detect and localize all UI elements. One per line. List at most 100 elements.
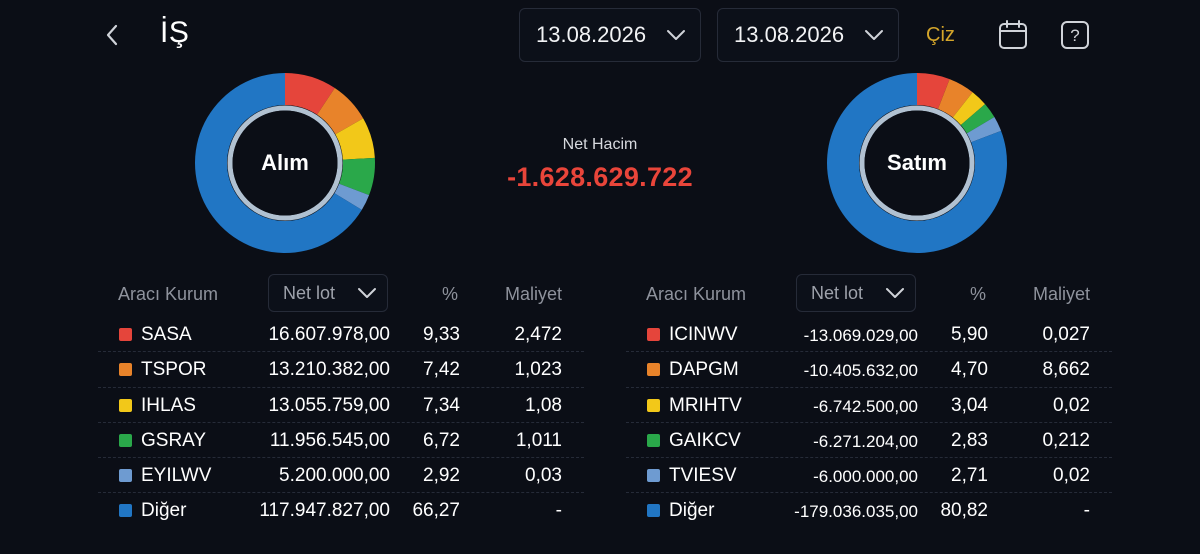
- percent: 2,92: [423, 465, 460, 487]
- chevron-left-icon: [106, 24, 118, 46]
- percent: 3,04: [951, 394, 988, 416]
- broker-name: Diğer: [141, 500, 187, 522]
- buy-inner-ring: [227, 105, 343, 221]
- net-lot: -6.271.204,00: [813, 431, 918, 451]
- table-row[interactable]: SASA 16.607.978,00 9,33 2,472: [98, 317, 584, 353]
- broker-name: TSPOR: [141, 359, 207, 381]
- netlot-select-value: Net lot: [811, 282, 864, 303]
- broker-column-header: Aracı Kurum: [646, 284, 747, 304]
- end-date-value: 13.08.2026: [734, 22, 845, 47]
- percent: 4,70: [951, 359, 988, 381]
- broker-name: EYILWV: [141, 465, 212, 487]
- net-volume: Net Hacim -1.628.629.722: [440, 136, 760, 193]
- cost: -: [555, 500, 562, 522]
- net-volume-label: Net Hacim: [562, 136, 638, 153]
- sell-table-rows: ICINWV -13.069.029,00 5,90 0,027 DAPGM -10.4…: [626, 317, 1112, 529]
- sell-donut-label: Satım: [887, 150, 947, 175]
- broker-name: IHLAS: [141, 394, 196, 416]
- cost: 2,472: [514, 324, 562, 345]
- table-row[interactable]: Diğer -179.036.035,00 80,82 -: [626, 493, 1112, 528]
- buy-table-rows: SASA 16.607.978,00 9,33 2,472 TSPOR 13.210.3…: [98, 317, 584, 529]
- table-row[interactable]: MRIHTV -6.742.500,00 3,04 0,02: [626, 388, 1112, 423]
- buy-donut-hole: [232, 110, 338, 216]
- net-lot: -6.000.000,00: [813, 467, 918, 487]
- cost: -: [1083, 500, 1090, 522]
- net-lot: 117.947.827,00: [259, 500, 390, 522]
- percent: 6,72: [423, 429, 460, 451]
- cost: 1,011: [515, 429, 562, 451]
- sell-slice: [952, 92, 986, 126]
- color-swatch: [647, 469, 660, 483]
- help-button[interactable]: ?: [1058, 18, 1092, 52]
- buy-slice: [339, 157, 375, 196]
- table-row[interactable]: ICINWV -13.069.029,00 5,90 0,027: [626, 317, 1112, 353]
- broker-name: GAIKCV: [669, 429, 741, 451]
- table-row[interactable]: TVIESV -6.000.000,00 2,71 0,02: [626, 458, 1112, 494]
- pct-column-header: %: [441, 284, 458, 304]
- color-swatch: [119, 328, 132, 341]
- sell-slice: [938, 79, 973, 118]
- color-swatch: [119, 363, 132, 377]
- sell-slice: [966, 117, 1002, 143]
- cost-column-header: Maliyet: [504, 284, 562, 304]
- buy-netlot-select[interactable]: Net lot: [268, 274, 388, 312]
- color-swatch: [647, 504, 660, 518]
- table-row[interactable]: GAIKCV -6.271.204,00 2,83 0,212: [626, 423, 1112, 459]
- percent: 7,34: [423, 394, 460, 416]
- page-title: İŞ: [160, 16, 190, 49]
- percent: 66,27: [412, 500, 460, 522]
- color-swatch: [647, 363, 660, 377]
- start-date-value: 13.08.2026: [536, 22, 647, 47]
- table-row[interactable]: DAPGM -10.405.632,00 4,70 8,662: [626, 352, 1112, 388]
- net-lot: 13.055.759,00: [268, 394, 390, 416]
- color-swatch: [119, 469, 132, 483]
- net-lot: 11.956.545,00: [269, 429, 390, 451]
- sell-donut-svg: [827, 73, 1007, 254]
- broker-name: TVIESV: [669, 465, 737, 487]
- calendar-button[interactable]: [996, 18, 1030, 52]
- help-icon: ?: [1061, 21, 1089, 49]
- buy-slice: [285, 73, 335, 115]
- cost: 8,662: [1042, 359, 1090, 381]
- broker-name: ICINWV: [669, 324, 738, 345]
- table-row[interactable]: IHLAS 13.055.759,00 7,34 1,08: [98, 388, 584, 423]
- percent: 7,42: [423, 359, 460, 381]
- cost: 0,03: [525, 465, 562, 487]
- chevron-down-icon: [667, 30, 685, 40]
- buy-slice: [335, 118, 375, 160]
- sell-table-header: Aracı Kurum Net lot % Maliyet: [626, 274, 1112, 312]
- back-button[interactable]: [98, 20, 126, 50]
- start-date-select[interactable]: 13.08.2026: [519, 8, 701, 62]
- table-row[interactable]: Diğer 117.947.827,00 66,27 -: [98, 493, 584, 528]
- color-swatch: [647, 328, 660, 341]
- draw-button[interactable]: Çiz: [926, 24, 955, 46]
- broker-name: MRIHTV: [669, 394, 742, 416]
- chevron-down-icon: [865, 30, 883, 40]
- color-swatch: [647, 433, 660, 447]
- buy-table: Aracı Kurum Net lot % Maliyet SASA 16.607…: [98, 274, 584, 529]
- cost: 0,02: [1053, 465, 1090, 487]
- sell-table: Aracı Kurum Net lot % Maliyet ICINWV -13.…: [626, 274, 1112, 529]
- buy-slice: [195, 73, 362, 254]
- net-lot: 13.210.382,00: [268, 359, 390, 381]
- cost: 1,08: [525, 394, 562, 416]
- table-row[interactable]: GSRAY 11.956.545,00 6,72 1,011: [98, 423, 584, 459]
- cost: 1,023: [514, 359, 562, 381]
- pct-column-header: %: [969, 284, 986, 304]
- cost-column-header: Maliyet: [1032, 284, 1090, 304]
- buy-donut-label: Alım: [261, 150, 309, 175]
- sell-netlot-select[interactable]: Net lot: [796, 274, 916, 312]
- net-lot: 16.607.978,00: [268, 324, 390, 345]
- percent: 2,71: [951, 465, 988, 487]
- table-row[interactable]: EYILWV 5.200.000,00 2,92 0,03: [98, 458, 584, 494]
- sell-slice: [827, 73, 1007, 254]
- end-date-select[interactable]: 13.08.2026: [717, 8, 899, 62]
- buy-donut-svg: [195, 73, 375, 254]
- sell-donut-chart: Satım: [826, 72, 1008, 254]
- color-swatch: [119, 433, 132, 447]
- table-row[interactable]: TSPOR 13.210.382,00 7,42 1,023: [98, 352, 584, 388]
- buy-table-header: Aracı Kurum Net lot % Maliyet: [98, 274, 584, 312]
- buy-slice: [317, 88, 364, 135]
- color-swatch: [647, 398, 660, 412]
- top-bar: İŞ 13.08.2026 13.08.2026 Çiz ?: [0, 0, 1200, 70]
